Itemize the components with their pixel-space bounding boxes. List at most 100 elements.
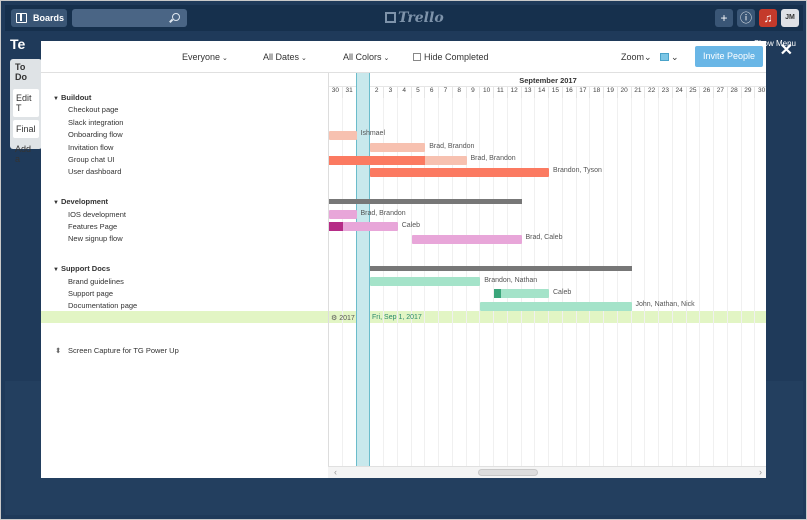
task-bar[interactable] <box>329 222 398 232</box>
highlight-date: Fri, Sep 1, 2017 <box>372 314 422 321</box>
task-bar[interactable] <box>370 277 481 287</box>
grid-line <box>671 98 673 468</box>
day-header: 14 <box>535 87 549 98</box>
list-card[interactable]: Final <box>13 120 39 138</box>
day-header: 5 <box>412 87 426 98</box>
task-progress <box>329 155 426 165</box>
task-name[interactable]: Onboarding flow <box>68 130 123 140</box>
zoom-dropdown[interactable]: Zoom⌄ <box>621 52 652 62</box>
assignee-label: Caleb <box>553 288 572 296</box>
task-name[interactable]: Features Page <box>68 221 118 231</box>
task-name[interactable]: New signup flow <box>68 234 123 244</box>
highlight-year: ⚙ 2017 <box>331 315 355 322</box>
grid-line <box>658 98 659 468</box>
boards-button[interactable]: Boards <box>11 9 67 27</box>
grid-line <box>534 98 536 468</box>
day-header: 20 <box>618 87 632 98</box>
day-header: 15 <box>549 87 563 98</box>
task-name[interactable]: Checkout page <box>68 105 119 115</box>
drag-handle-icon: ⬍ <box>55 346 62 355</box>
task-name[interactable]: Support page <box>68 288 114 298</box>
colors-dropdown[interactable]: All Colors ⌄ <box>343 52 390 62</box>
invite-people-button[interactable]: Invite People <box>695 46 763 67</box>
day-header: 16 <box>563 87 577 98</box>
avatar[interactable]: JM <box>781 9 799 27</box>
day-header: 9 <box>467 87 481 98</box>
grid-line <box>548 98 549 468</box>
grid-line <box>726 98 728 468</box>
color-swatch <box>660 53 669 61</box>
task-bar[interactable] <box>370 167 549 177</box>
info-icon[interactable]: ⓘ <box>737 9 755 27</box>
close-icon[interactable]: ✕ <box>779 42 793 59</box>
hide-completed-checkbox[interactable]: Hide Completed <box>413 52 489 62</box>
task-name[interactable]: User dashboard <box>68 167 122 177</box>
color-picker[interactable]: ⌄ <box>660 52 679 63</box>
day-header: 26 <box>700 87 714 98</box>
task-bar[interactable] <box>494 289 549 299</box>
task-name[interactable]: Brand guidelines <box>68 276 124 286</box>
highlight-task-name[interactable]: ⬍ Screen Capture for TG Power Up <box>55 346 179 355</box>
day-header: 2 <box>370 87 384 98</box>
grid-line <box>754 98 756 468</box>
add-card-link[interactable]: Add a <box>15 144 32 164</box>
grid-line <box>699 98 701 468</box>
search-input[interactable] <box>72 9 187 27</box>
group-summary-bar <box>370 266 632 272</box>
group-label[interactable]: ▼ Support Docs <box>53 264 111 274</box>
highlighted-row[interactable] <box>41 311 766 323</box>
day-header: 24 <box>673 87 687 98</box>
grid-line <box>603 98 604 468</box>
day-header: 30 <box>329 87 343 98</box>
collapse-triangle-icon: ▼ <box>53 267 59 274</box>
task-name[interactable]: Group chat UI <box>68 155 115 164</box>
task-bar[interactable] <box>480 301 632 311</box>
task-name[interactable]: Invitation flow <box>68 142 114 152</box>
task-name[interactable]: Documentation page <box>68 301 138 311</box>
grid-line <box>520 98 522 468</box>
group-label[interactable]: ▼ Development <box>53 197 109 207</box>
task-bar[interactable] <box>329 155 467 165</box>
dates-dropdown[interactable]: All Dates ⌄ <box>263 52 307 62</box>
bell-icon[interactable]: ♫ <box>759 9 777 27</box>
chevron-down-icon: ⌄ <box>222 55 228 62</box>
horizontal-scrollbar[interactable]: ‹ › <box>328 466 766 478</box>
grid-line <box>575 98 577 468</box>
grid-line <box>506 98 508 468</box>
task-bar[interactable] <box>329 210 357 220</box>
day-header: 4 <box>398 87 412 98</box>
plus-icon[interactable]: + <box>715 9 733 27</box>
scroll-thumb[interactable] <box>478 469 538 476</box>
gantt-modal: Everyone ⌄ All Dates ⌄ All Colors ⌄ Hide Co… <box>41 41 766 478</box>
assignee-label: Brad, Brandon <box>429 142 475 150</box>
task-bar[interactable] <box>370 143 426 153</box>
gantt-toolbar: Everyone ⌄ All Dates ⌄ All Colors ⌄ Hide Co… <box>41 41 766 73</box>
day-header: 28 <box>728 87 742 98</box>
trello-logo[interactable]: Trello <box>385 10 444 26</box>
grid-line <box>561 98 563 468</box>
assignee-label: Brandon, Nathan <box>484 276 538 284</box>
assignee-label: Brandon, Tyson <box>553 167 602 175</box>
task-bar[interactable] <box>411 234 522 244</box>
day-header: 23 <box>659 87 673 98</box>
grid-line <box>493 98 494 468</box>
assignee-label: Ishmael <box>360 130 386 138</box>
today-column <box>356 73 370 468</box>
task-name[interactable]: IOS development <box>68 209 126 219</box>
show-menu-link[interactable]: Show Menu <box>753 39 796 48</box>
group-label[interactable]: ▼ Buildout <box>53 93 92 102</box>
task-progress <box>494 289 501 299</box>
grid-line <box>589 98 591 468</box>
day-header: 17 <box>577 87 591 98</box>
search-icon <box>172 13 180 21</box>
task-bar[interactable] <box>329 130 357 140</box>
list-card[interactable]: Edit T <box>13 89 39 117</box>
everyone-dropdown[interactable]: Everyone ⌄ <box>182 52 228 62</box>
board-title[interactable]: Te <box>10 36 26 52</box>
month-header: September 2017 <box>329 73 766 87</box>
list-to-do: To Do Edit T Final Add a <box>10 59 42 164</box>
task-name[interactable]: Slack integration <box>68 117 124 127</box>
assignee-label: John, Nathan, Nick <box>635 301 695 309</box>
day-header: 21 <box>632 87 646 98</box>
chevron-down-icon: ⌄ <box>301 55 307 62</box>
